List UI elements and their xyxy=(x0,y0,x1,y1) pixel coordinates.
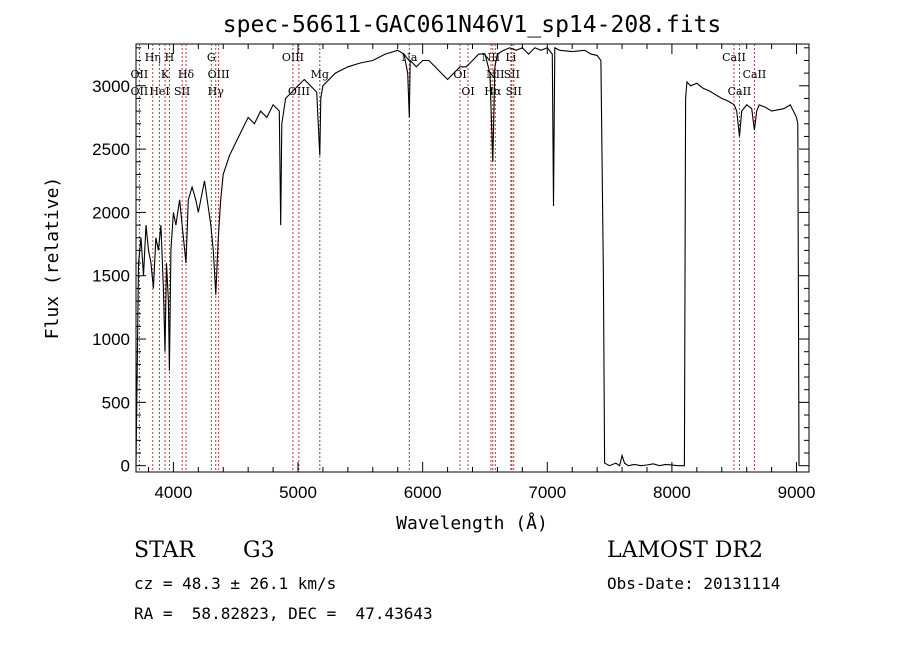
line-marker-label: Na xyxy=(401,51,418,64)
y-tick-label: 2000 xyxy=(92,203,130,222)
x-tick-label: 5000 xyxy=(279,483,317,502)
line-marker-label: NII xyxy=(482,51,500,64)
y-tick-label: 1000 xyxy=(92,330,130,349)
plot-frame xyxy=(135,43,810,473)
line-marker-label: SII xyxy=(174,85,190,98)
line-marker-label: K xyxy=(161,68,170,81)
obs-date: Obs-Date: 20131114 xyxy=(607,574,781,593)
line-marker-label: OII xyxy=(131,85,149,98)
line-marker-label: OI xyxy=(461,85,474,98)
line-marker-label: CaII xyxy=(722,51,746,64)
x-tick-label: 9000 xyxy=(778,483,816,502)
line-marker-label: Li xyxy=(505,51,516,64)
x-tick-label: 8000 xyxy=(653,483,691,502)
line-marker-label: SII xyxy=(504,68,520,81)
x-tick-label: 4000 xyxy=(154,483,192,502)
line-marker-label: OII xyxy=(131,68,149,81)
line-marker-label: G xyxy=(207,51,216,64)
line-marker-label: NII xyxy=(486,68,504,81)
y-tick-label: 3000 xyxy=(92,77,130,96)
redshift-text: cz = 48.3 ± 26.1 km/s xyxy=(134,574,337,593)
line-marker-label: SII xyxy=(506,85,522,98)
y-tick-label: 500 xyxy=(102,393,130,412)
line-marker-label: Hη xyxy=(145,51,161,64)
y-axis-label: Flux (relative) xyxy=(42,177,63,340)
y-tick-label: 0 xyxy=(121,457,130,476)
line-marker-label: Hδ xyxy=(178,68,195,81)
line-marker-label: H xyxy=(165,51,175,64)
line-marker-label: CaII xyxy=(728,85,752,98)
y-tick-label: 2500 xyxy=(92,140,130,159)
line-marker-label: OIII xyxy=(282,51,304,64)
line-marker-label: OIII xyxy=(288,85,310,98)
x-axis-label: Wavelength (Å) xyxy=(396,512,548,534)
coordinates: RA = 58.82823, DEC = 47.43643 xyxy=(134,604,433,623)
line-marker-label: Hα xyxy=(484,85,502,98)
object-class: STAR xyxy=(134,538,195,563)
line-marker-label: Hγ xyxy=(208,85,225,98)
object-subclass: G3 xyxy=(243,538,275,563)
line-marker-label: HeI xyxy=(149,85,169,98)
spectrum-line xyxy=(135,46,800,467)
line-marker-label: OI xyxy=(453,68,466,81)
line-marker-label: CaII xyxy=(743,68,767,81)
x-tick-label: 7000 xyxy=(528,483,566,502)
line-marker-label: Mg xyxy=(311,68,329,81)
chart-title: spec-56611-GAC061N46V1_sp14-208.fits xyxy=(223,12,722,38)
axis-ticks: 4000 5000 6000 7000 8000 9000 0 500 1000 1500 2000… xyxy=(92,44,815,502)
line-marker-label: OIII xyxy=(208,68,230,81)
survey-label: LAMOST DR2 xyxy=(607,538,763,563)
line-markers: OIIOIIHηHeIKHSIIHδGOIIIHγOIIIOIIIMgNaOIO… xyxy=(131,44,767,472)
x-tick-label: 6000 xyxy=(404,483,442,502)
y-tick-label: 1500 xyxy=(92,267,130,286)
